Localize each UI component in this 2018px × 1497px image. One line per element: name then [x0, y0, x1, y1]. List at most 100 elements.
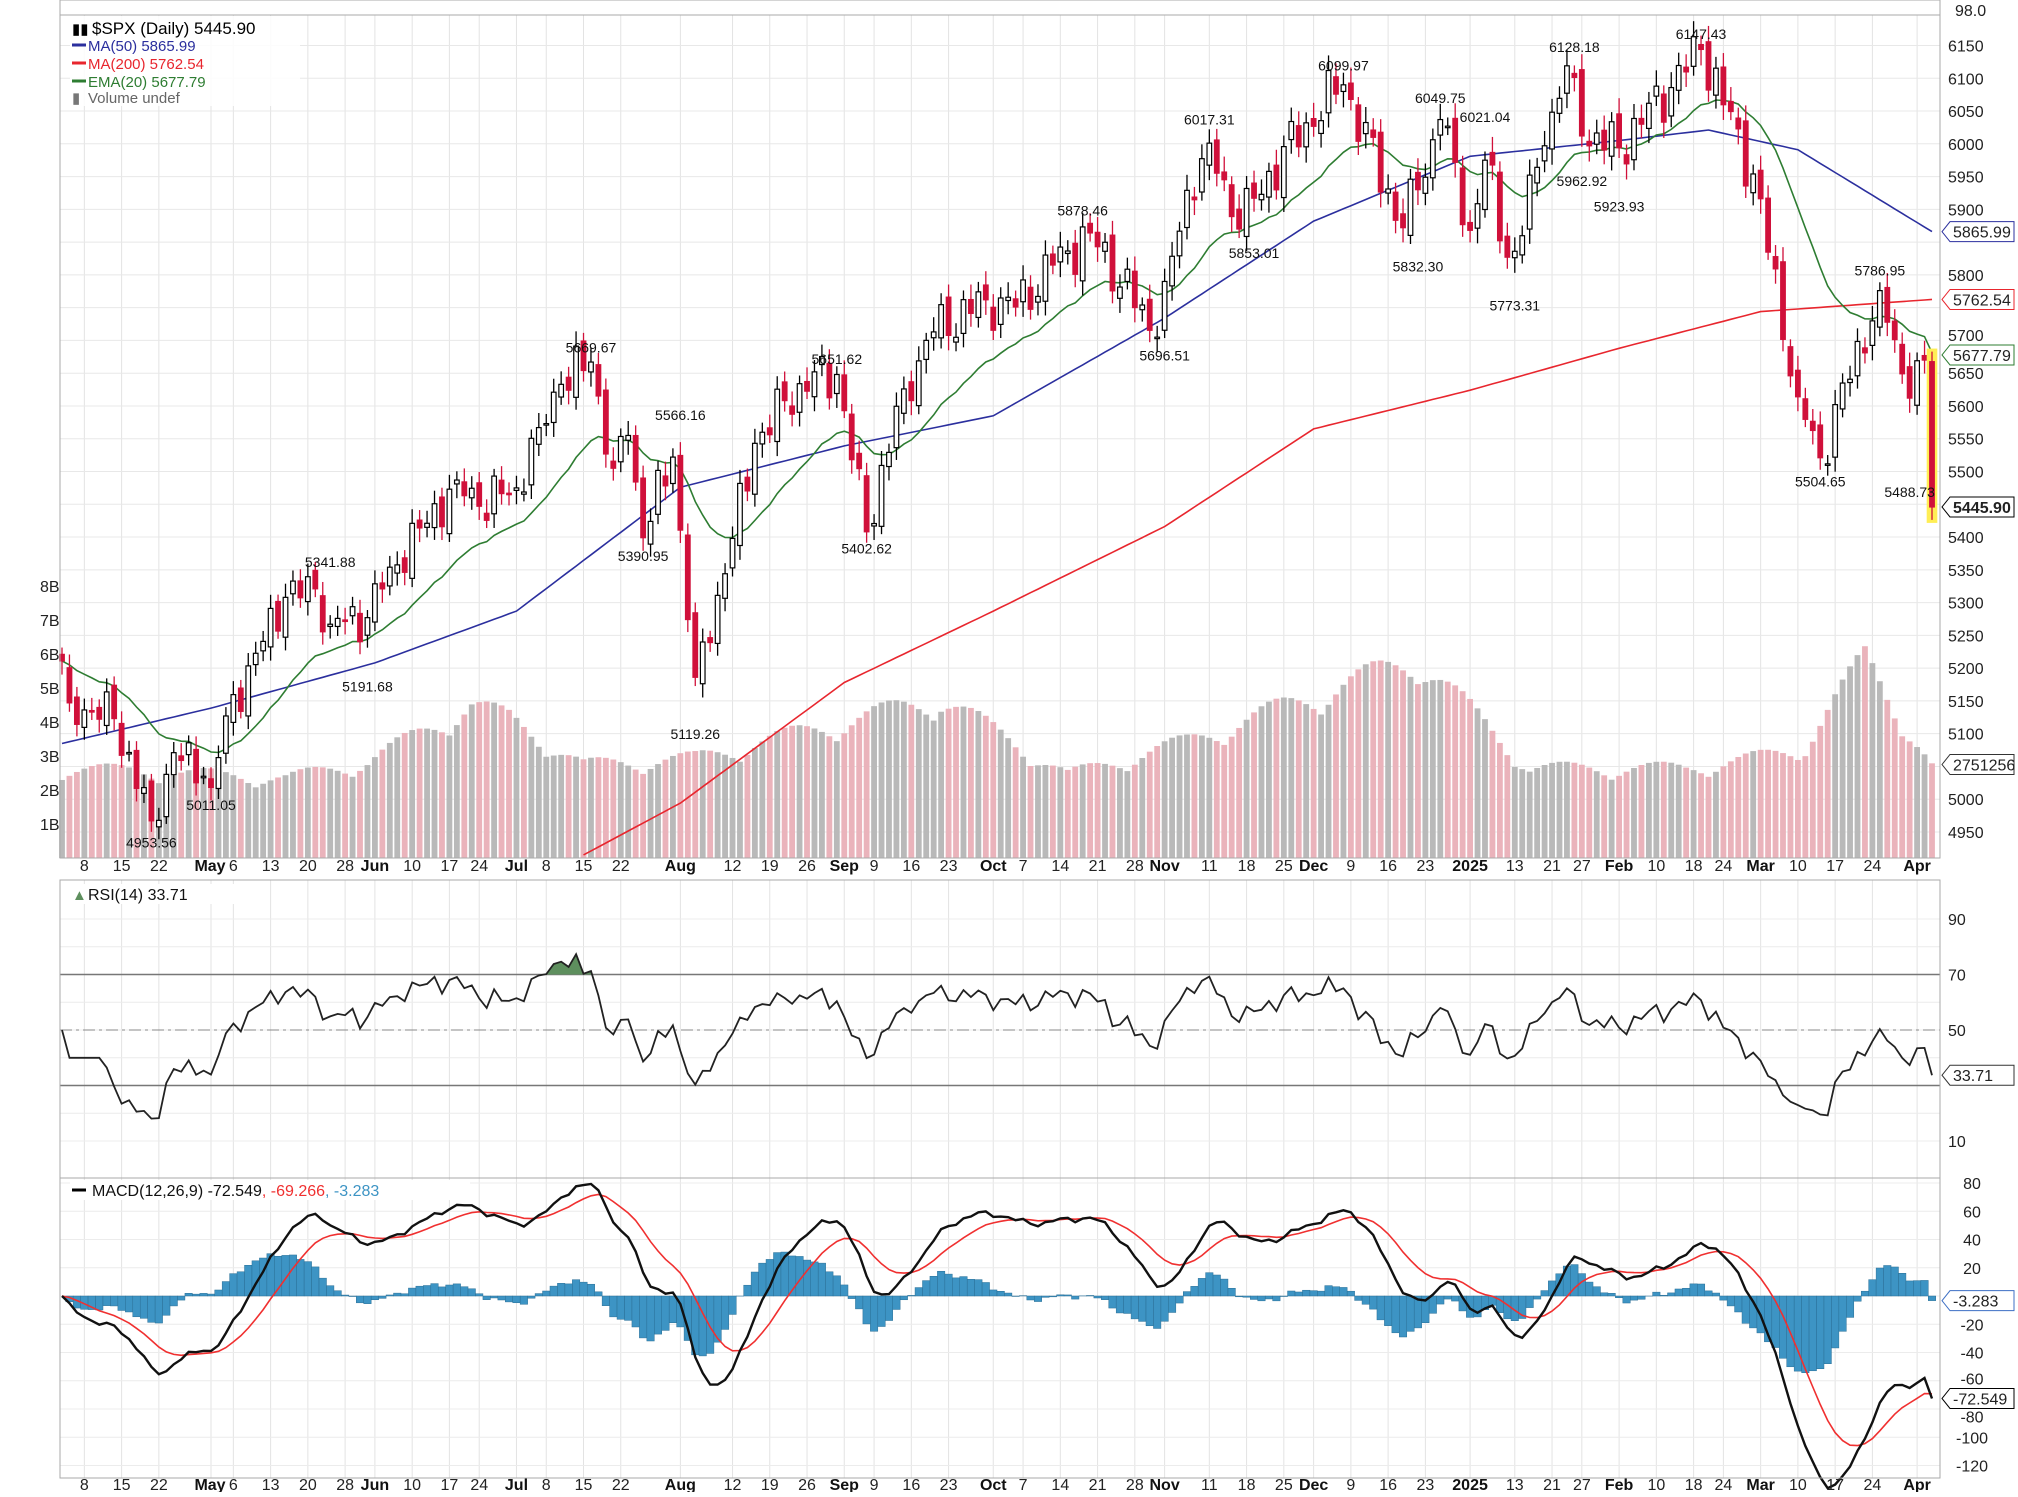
candle: [663, 476, 668, 486]
price-annotation: 5786.95: [1855, 262, 1906, 278]
price-axis-label: 5500: [1948, 465, 1984, 482]
x-axis-label: Jun: [361, 1477, 389, 1492]
macd-histogram-bar: [1094, 1296, 1101, 1298]
x-axis-label: Jul: [505, 1477, 528, 1492]
volume-bar: [1594, 771, 1600, 858]
volume-bar: [1914, 747, 1920, 858]
candle: [1185, 190, 1190, 227]
ma50-line: [62, 130, 1932, 744]
volume-bar: [1735, 757, 1741, 858]
macd-histogram-bar: [1392, 1296, 1399, 1333]
candle: [961, 300, 966, 334]
x-axis-label: Feb: [1605, 858, 1634, 875]
volume-bar: [514, 718, 520, 858]
volume-bar: [663, 760, 669, 858]
x-axis-label: 18: [1238, 858, 1256, 875]
candle: [1363, 123, 1368, 134]
candle: [238, 688, 243, 711]
candle: [1006, 297, 1011, 300]
candle: [1095, 232, 1100, 246]
volume-bar: [625, 766, 631, 858]
price-axis-label: 5250: [1948, 628, 1984, 645]
x-axis-label: 22: [150, 858, 168, 875]
candle: [253, 653, 258, 664]
volume-bar: [1743, 754, 1749, 858]
macd-histogram-bar: [1027, 1296, 1034, 1300]
rsi-line: [62, 954, 1932, 1118]
candle: [112, 685, 117, 718]
candle: [1162, 281, 1167, 330]
volume-bar: [1020, 757, 1026, 858]
volume-bar: [1482, 719, 1488, 858]
candle: [1900, 344, 1905, 373]
macd-histogram-bar: [1846, 1296, 1853, 1317]
candle: [328, 624, 333, 626]
volume-bar: [849, 725, 855, 858]
x-axis-label: 10: [1789, 858, 1807, 875]
candle: [1431, 140, 1436, 178]
candle: [641, 478, 646, 538]
volume-bar: [260, 784, 266, 858]
volume-bar: [1884, 700, 1890, 858]
candle: [1803, 399, 1808, 420]
candle: [1349, 83, 1354, 99]
volume-axis-label: 2B: [40, 783, 60, 800]
price-axis-label: 5800: [1948, 268, 1984, 285]
candle: [157, 820, 162, 826]
candle: [499, 480, 504, 493]
macd-histogram-bar: [744, 1285, 751, 1296]
candle: [715, 595, 720, 643]
macd-histogram-bar: [446, 1285, 453, 1296]
candle: [1028, 287, 1033, 309]
candle: [723, 574, 728, 599]
legend-volume: Volume undef: [88, 90, 181, 107]
candle: [119, 723, 124, 755]
volume-bar: [841, 733, 847, 858]
volume-bar: [1065, 770, 1071, 858]
macd-histogram-bar: [1742, 1296, 1749, 1323]
x-axis-label: Mar: [1746, 858, 1774, 875]
macd-histogram-bar: [1258, 1296, 1265, 1301]
macd-histogram-bar: [960, 1277, 967, 1296]
candle: [916, 361, 921, 406]
volume-bar: [1363, 664, 1369, 858]
volume-bar: [1653, 762, 1659, 858]
volume-bar: [387, 743, 393, 858]
macd-histogram-bar: [230, 1274, 237, 1296]
volume-bar: [1810, 742, 1816, 858]
volume-bar: [1877, 681, 1883, 858]
candle: [291, 581, 296, 594]
candle: [760, 432, 765, 444]
candle: [432, 504, 437, 528]
candle: [522, 492, 527, 494]
volume-bar: [1855, 655, 1861, 858]
macd-histogram-bar: [1906, 1281, 1913, 1296]
candle: [171, 753, 176, 775]
volume-bar: [1311, 709, 1317, 858]
candle: [1684, 67, 1689, 72]
candle: [201, 776, 206, 778]
macd-histogram-bar: [1057, 1295, 1064, 1296]
volume-bar: [1624, 772, 1630, 858]
candle: [1118, 287, 1123, 298]
candle: [1244, 188, 1249, 236]
volume-bar: [1802, 756, 1808, 858]
candle: [984, 285, 989, 300]
macd-histogram-bar: [177, 1296, 184, 1300]
macd-histogram-bar: [818, 1263, 825, 1296]
candle: [589, 362, 594, 372]
volume-bar: [707, 751, 713, 858]
volume-bar: [223, 772, 229, 858]
macd-histogram-bar: [654, 1296, 661, 1334]
macd-histogram-bar: [803, 1260, 810, 1296]
macd-histogram-bar: [118, 1296, 125, 1310]
candle: [1699, 45, 1704, 50]
x-axis-label: 17: [441, 858, 459, 875]
macd-line: [62, 1184, 1932, 1488]
x-axis-label: 16: [1379, 1477, 1397, 1492]
volume-bar: [1415, 684, 1421, 858]
volume-bar: [1005, 738, 1011, 858]
volume-bar: [290, 772, 296, 858]
macd-histogram-bar: [1101, 1296, 1108, 1300]
volume-bar: [230, 775, 236, 858]
